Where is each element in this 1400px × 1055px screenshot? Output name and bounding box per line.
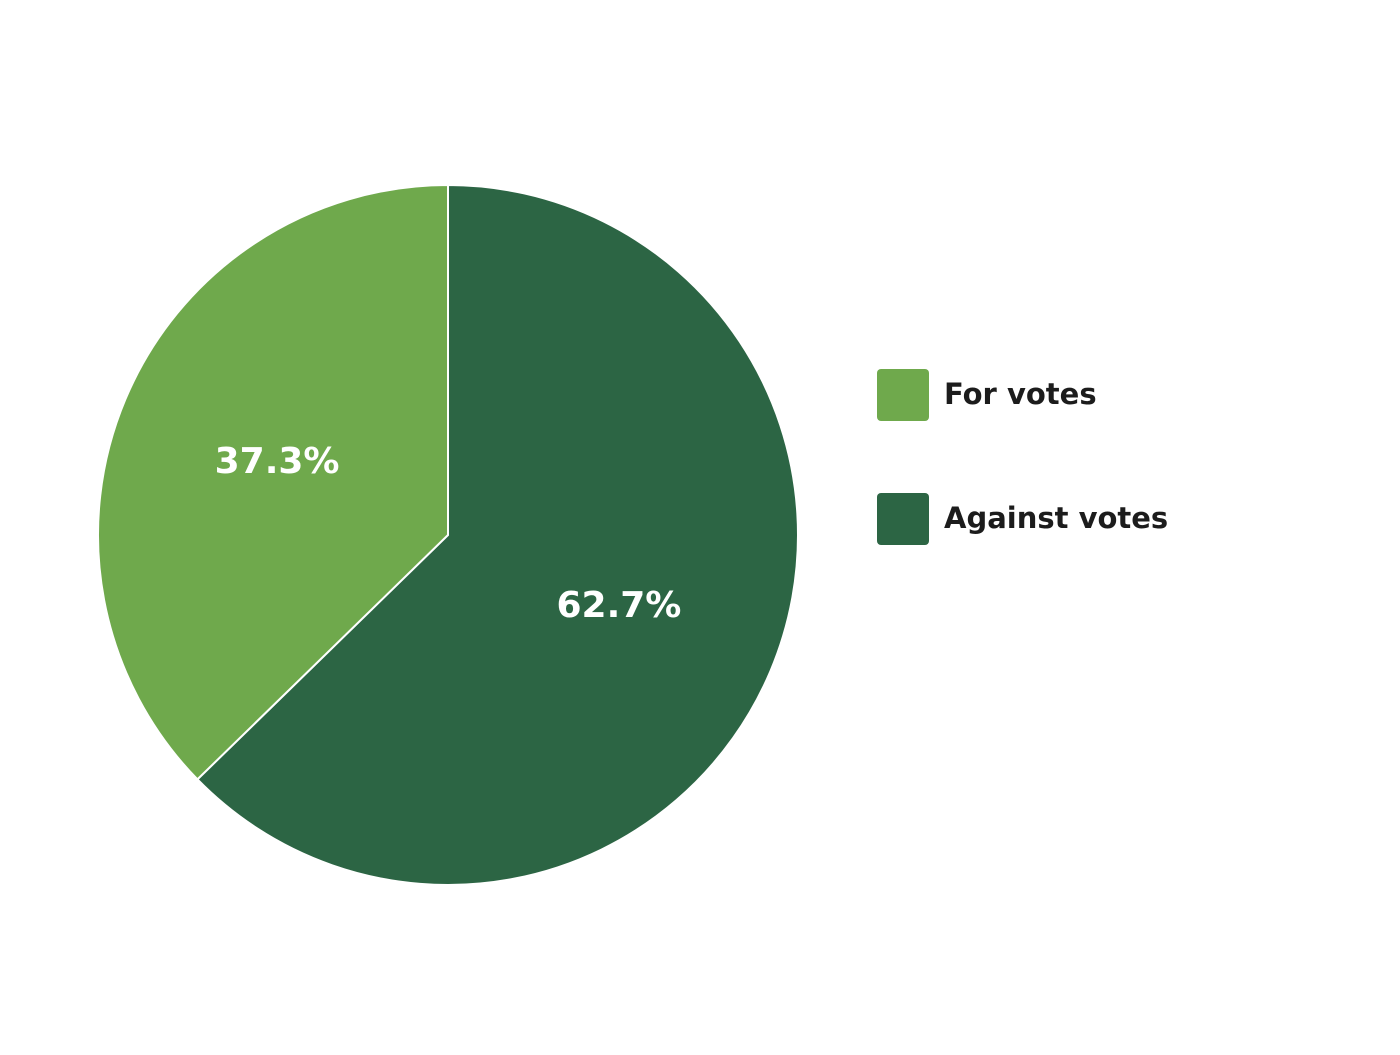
data-label: 37.3% (215, 441, 340, 482)
pie-slice (196, 183, 799, 886)
legend-label: For votes (944, 377, 1097, 411)
legend-swatch (877, 369, 929, 421)
legend-label: Against votes (944, 501, 1168, 535)
legend-swatch (877, 493, 929, 545)
data-label: 62.7% (556, 585, 681, 626)
pie-slice (97, 183, 449, 781)
